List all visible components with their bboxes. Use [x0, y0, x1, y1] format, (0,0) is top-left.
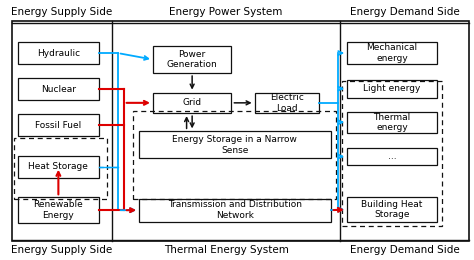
Bar — [347, 112, 437, 133]
Text: Hydraulic: Hydraulic — [37, 49, 80, 57]
Text: Electric
Load: Electric Load — [270, 93, 304, 113]
Text: Energy Supply Side: Energy Supply Side — [11, 7, 113, 17]
Text: Heat Storage: Heat Storage — [28, 162, 88, 171]
Bar — [153, 93, 231, 113]
Bar — [342, 81, 442, 226]
Bar — [347, 148, 437, 165]
Text: Building Heat
Storage: Building Heat Storage — [361, 200, 423, 219]
Bar — [18, 114, 99, 136]
Bar — [347, 197, 437, 222]
Bar — [255, 93, 319, 113]
Bar — [153, 46, 231, 73]
Text: Power
Generation: Power Generation — [167, 50, 218, 69]
Bar — [18, 156, 99, 178]
Bar — [347, 42, 437, 64]
Text: Energy Supply Side: Energy Supply Side — [11, 245, 113, 255]
Text: Mechanical
energy: Mechanical energy — [366, 43, 418, 63]
Bar — [347, 80, 437, 98]
Text: Energy Storage in a Narrow
Sense: Energy Storage in a Narrow Sense — [173, 135, 297, 155]
Text: Thermal Energy System: Thermal Energy System — [164, 245, 289, 255]
Text: Light energy: Light energy — [363, 84, 421, 93]
Text: Energy Demand Side: Energy Demand Side — [350, 7, 460, 17]
Text: Nuclear: Nuclear — [41, 85, 76, 94]
Bar — [18, 197, 99, 223]
Bar — [139, 199, 331, 222]
Text: Transmission and Distribution
Network: Transmission and Distribution Network — [168, 200, 302, 220]
Text: Grid: Grid — [182, 98, 202, 107]
Bar — [133, 110, 337, 199]
Text: Energy Demand Side: Energy Demand Side — [350, 245, 460, 255]
Text: Energy Power System: Energy Power System — [169, 7, 283, 17]
Bar — [14, 138, 107, 199]
Text: Fossil Fuel: Fossil Fuel — [35, 121, 82, 130]
Text: Thermal
energy: Thermal energy — [374, 113, 410, 132]
Bar — [12, 21, 469, 241]
Bar — [18, 42, 99, 64]
Text: ...: ... — [388, 152, 396, 161]
Text: Renewable
Energy: Renewable Energy — [34, 200, 83, 220]
Bar — [18, 78, 99, 100]
Bar — [139, 131, 331, 158]
